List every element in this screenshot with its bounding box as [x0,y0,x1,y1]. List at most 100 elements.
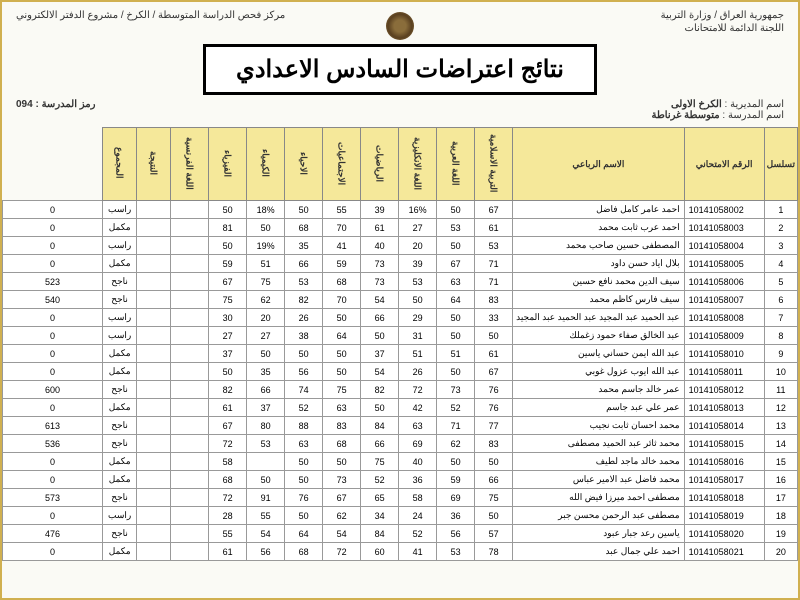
cell: 10141058009 [684,327,764,345]
cell: 50 [323,453,361,471]
cell [137,345,171,363]
cell [171,417,209,435]
cell: راسب [103,309,137,327]
cell: 27 [247,327,285,345]
cell: 50 [437,237,475,255]
cell: 30 [209,309,247,327]
cell: 72 [399,381,437,399]
school-row: اسم المدرسة : متوسطة غرناطة [651,110,784,121]
cell: محمد احسان ثابت نجيب [513,417,685,435]
cell: 67 [209,417,247,435]
school-info: اسم المديرية : الكرخ الاولى اسم المدرسة … [651,99,784,121]
col-header: الرياضيات [361,128,399,201]
col-header: الكيمياء [247,128,285,201]
page-title: نتائج اعتراضات السادس الاعدادي [236,55,564,84]
cell: راسب [103,237,137,255]
cell: 7 [764,309,797,327]
cell: 41 [399,543,437,561]
cell: 84 [361,525,399,543]
cell: ناجح [103,417,137,435]
cell [171,345,209,363]
cell: 18% [247,201,285,219]
cell: 600 [3,381,103,399]
cell: 0 [3,219,103,237]
cell [171,507,209,525]
col-header: النتيجة [137,128,171,201]
cell: 73 [323,471,361,489]
cell: 10141058008 [684,309,764,327]
cell: 51 [399,345,437,363]
cell: 50 [209,237,247,255]
cell: 50 [475,453,513,471]
school-code: رمز المدرسة : 094 [16,99,95,121]
cell: 17 [764,489,797,507]
cell: 68 [285,219,323,237]
cell: 53 [437,219,475,237]
cell [137,291,171,309]
cell: 0 [3,453,103,471]
cell: ناجح [103,291,137,309]
table-row: 1210141058013عمر علي عبد جاسم76524250635… [3,399,798,417]
cell: 66 [361,309,399,327]
cell: 50 [323,345,361,363]
table-row: 1010141058011عبد الله ايوب عزول غوبي6750… [3,363,798,381]
cell: مكمل [103,543,137,561]
title-box: نتائج اعتراضات السادس الاعدادي [203,44,597,95]
cell [171,309,209,327]
table-row: 1710141058018مصطفى احمد ميرزا فيض الله75… [3,489,798,507]
col-header: اللغة العربية [437,128,475,201]
cell: 84 [361,417,399,435]
table-row: 1110141058012عمر خالد جاسم محمد767372827… [3,381,798,399]
table-row: 810141058009عبد الخالق صفاء حمود زغملك50… [3,327,798,345]
cell: عمر علي عبد جاسم [513,399,685,417]
cell: بلال اياد حسن داود [513,255,685,273]
cell: 76 [475,381,513,399]
cell [137,309,171,327]
cell: 18 [764,507,797,525]
cell: 52 [285,399,323,417]
cell: مكمل [103,453,137,471]
cell: 6 [764,291,797,309]
cell [137,543,171,561]
cell: 50 [285,471,323,489]
cell: 10141058020 [684,525,764,543]
cell: 50 [209,363,247,381]
cell [137,525,171,543]
cell: مكمل [103,363,137,381]
cell: 69 [399,435,437,453]
cell: احمد علي جمال عبد [513,543,685,561]
cell: 50 [437,453,475,471]
cell: 50 [285,345,323,363]
cell: 0 [3,363,103,381]
col-header: الاحياء [285,128,323,201]
cell: عبد الخالق صفاء حمود زغملك [513,327,685,345]
cell [171,453,209,471]
cell: 61 [361,219,399,237]
table-row: 1910141058020ياسين رعد جبار عبود57565284… [3,525,798,543]
cell: 50 [323,309,361,327]
cell: 68 [323,435,361,453]
cell: 74 [285,381,323,399]
cell [171,327,209,345]
cell: 27 [209,327,247,345]
cell: 15 [764,453,797,471]
cell: 28 [209,507,247,525]
cell: 10141058017 [684,471,764,489]
cell: 68 [209,471,247,489]
cell: 52 [437,399,475,417]
cell: 63 [323,399,361,417]
cell: 50 [437,327,475,345]
cell: 72 [209,435,247,453]
cell: 42 [399,399,437,417]
cell: 10141058005 [684,255,764,273]
cell [171,489,209,507]
cell: 72 [209,489,247,507]
cell: ناجح [103,273,137,291]
cell: 62 [247,291,285,309]
col-header: الاجتماعيات [323,128,361,201]
cell: 0 [3,255,103,273]
cell [171,219,209,237]
cell: راسب [103,201,137,219]
cell [137,471,171,489]
cell: 37 [209,345,247,363]
